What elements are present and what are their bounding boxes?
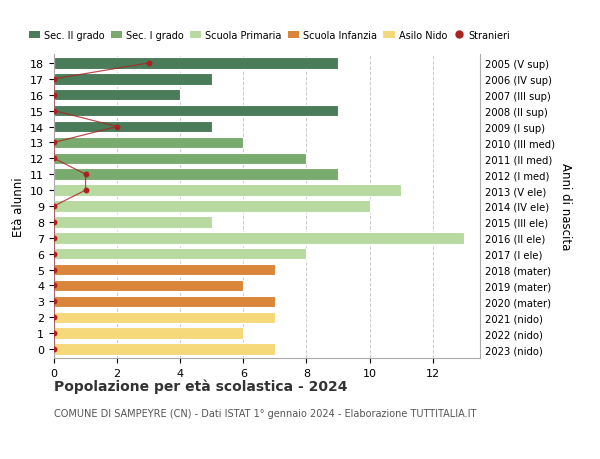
Bar <box>54 296 275 308</box>
Bar <box>54 328 244 339</box>
Y-axis label: Età alunni: Età alunni <box>11 177 25 236</box>
Point <box>49 140 59 147</box>
Point <box>49 330 59 337</box>
Bar <box>54 280 244 291</box>
Point <box>49 92 59 99</box>
Bar <box>54 185 401 196</box>
Bar <box>54 122 212 133</box>
Point <box>49 266 59 274</box>
Y-axis label: Anni di nascita: Anni di nascita <box>559 163 572 250</box>
Bar <box>54 90 180 101</box>
Bar <box>54 137 244 149</box>
Bar <box>54 233 464 244</box>
Point <box>49 314 59 321</box>
Bar <box>54 106 338 117</box>
Point <box>49 235 59 242</box>
Bar <box>54 217 212 228</box>
Bar <box>54 169 338 180</box>
Legend: Sec. II grado, Sec. I grado, Scuola Primaria, Scuola Infanzia, Asilo Nido, Stran: Sec. II grado, Sec. I grado, Scuola Prim… <box>25 27 514 45</box>
Bar <box>54 201 370 212</box>
Point <box>49 76 59 84</box>
Bar <box>54 74 212 85</box>
Point <box>49 155 59 162</box>
Bar <box>54 264 275 276</box>
Point <box>49 251 59 258</box>
Point <box>49 203 59 210</box>
Point <box>81 171 91 179</box>
Point <box>81 187 91 194</box>
Point <box>112 123 122 131</box>
Bar <box>54 248 307 260</box>
Bar <box>54 344 275 355</box>
Point <box>49 298 59 305</box>
Bar <box>54 312 275 323</box>
Point <box>49 282 59 290</box>
Bar <box>54 58 338 69</box>
Text: Popolazione per età scolastica - 2024: Popolazione per età scolastica - 2024 <box>54 379 347 393</box>
Point <box>49 108 59 115</box>
Point <box>49 219 59 226</box>
Point <box>144 60 154 67</box>
Bar <box>54 153 307 165</box>
Point <box>49 346 59 353</box>
Text: COMUNE DI SAMPEYRE (CN) - Dati ISTAT 1° gennaio 2024 - Elaborazione TUTTITALIA.I: COMUNE DI SAMPEYRE (CN) - Dati ISTAT 1° … <box>54 409 476 419</box>
